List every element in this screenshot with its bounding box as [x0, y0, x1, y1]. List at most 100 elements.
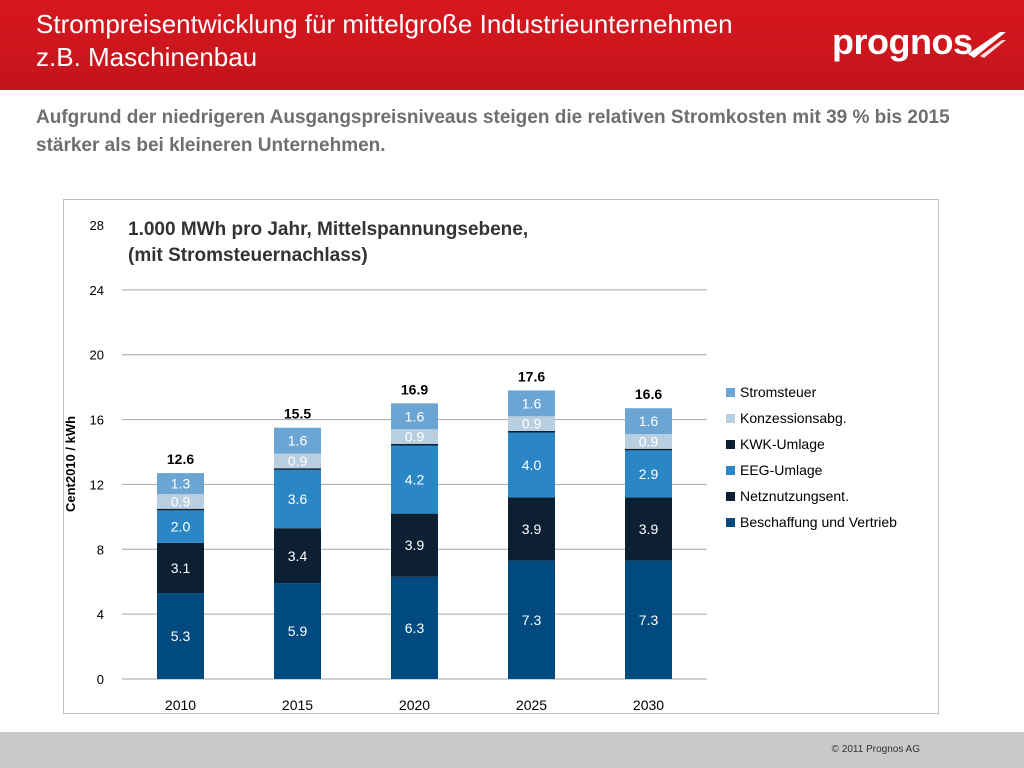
page-title: Strompreisentwicklung für mittelgroße In…: [36, 8, 733, 74]
data-label: 0.9: [522, 416, 542, 432]
y-axis-label: Cent2010 / kWh: [64, 416, 78, 512]
data-label: 4.2: [405, 472, 425, 488]
data-label: 6.3: [405, 620, 425, 636]
bar-segment: [625, 408, 672, 435]
data-label: 0.9: [171, 493, 191, 509]
bar-segment: [274, 427, 321, 454]
bar-segment: [391, 403, 438, 430]
bar-segment: [625, 450, 672, 498]
legend-entry: Beschaffung und Vertrieb: [740, 514, 897, 530]
total-label: 17.6: [518, 368, 545, 384]
legend-swatch: [726, 414, 735, 423]
data-label: 5.3: [171, 628, 191, 644]
y-tick-label: 20: [90, 348, 104, 363]
bar-segment: [274, 453, 321, 469]
x-tick-label: 2010: [165, 697, 196, 713]
prognos-logo: prognos: [832, 22, 1007, 64]
data-label: 5.9: [288, 623, 308, 639]
data-label: 2.0: [171, 519, 191, 535]
x-tick-label: 2020: [399, 697, 430, 713]
x-tick-label: 2030: [633, 697, 664, 713]
total-label: 16.6: [635, 386, 662, 402]
data-label: 3.1: [171, 560, 191, 576]
y-tick-label: 16: [90, 413, 104, 428]
bar-segment: [391, 445, 438, 514]
legend-entry: Konzessionsabg.: [740, 410, 847, 426]
bar-segment: [391, 429, 438, 444]
legend-entry: Netznutzungsent.: [740, 488, 849, 504]
data-label: 4.0: [522, 457, 542, 473]
legend-swatch: [726, 388, 735, 397]
header-bar: Strompreisentwicklung für mittelgroße In…: [0, 0, 1024, 90]
bar-segment: [391, 443, 438, 446]
bar-segment: [391, 513, 438, 577]
data-label: 1.3: [171, 476, 191, 492]
bar-segment: [274, 469, 321, 529]
y-tick-label: 4: [97, 607, 104, 622]
slide-subtitle: Aufgrund der niedrigeren Ausgangspreisni…: [36, 107, 950, 156]
total-label: 15.5: [284, 406, 311, 422]
data-label: 0.9: [639, 433, 659, 449]
bar-segment: [274, 528, 321, 584]
legend-swatch: [726, 440, 735, 449]
y-tick-label: 8: [97, 542, 104, 557]
chart-frame: 0 4 8 12 16 20 24 28 Cent2010 / kWh 1.000 MWh pro…: [63, 199, 939, 714]
total-label: 16.9: [401, 381, 428, 397]
copyright-text: © 2011 Prognos AG: [831, 744, 920, 755]
page-title-line1: Strompreisentwicklung für mittelgroße In…: [36, 9, 733, 39]
data-label: 1.6: [522, 395, 542, 411]
data-label: 7.3: [639, 612, 659, 628]
legend-swatch: [726, 492, 735, 501]
logo-text: prognos: [832, 21, 973, 62]
bar-segment: [157, 494, 204, 509]
data-label: 3.9: [405, 537, 425, 553]
bar-segment: [508, 560, 555, 679]
bar-segment: [157, 593, 204, 679]
data-label: 2.9: [639, 466, 659, 482]
bar-segment: [274, 468, 321, 470]
bar-segment: [391, 576, 438, 679]
x-tick-label: 2025: [516, 697, 547, 713]
data-label: 3.9: [522, 521, 542, 537]
chart-title-line1: 1.000 MWh pro Jahr, Mittelspannungsebene…: [128, 219, 528, 240]
legend-entry: Stromsteuer: [740, 384, 817, 400]
bar-segment: [157, 542, 204, 594]
chart-title-line2: (mit Stromsteuernachlass): [128, 245, 368, 266]
data-label: 3.9: [639, 521, 659, 537]
data-label: 1.6: [288, 433, 308, 449]
data-label: 0.9: [288, 453, 308, 469]
data-label: 1.6: [639, 413, 659, 429]
data-label: 3.6: [288, 491, 308, 507]
y-tick-label: 0: [97, 672, 104, 687]
data-label: 3.4: [288, 548, 308, 564]
bar-segment: [508, 497, 555, 561]
data-label: 7.3: [522, 612, 542, 628]
bar-segment: [157, 473, 204, 495]
bar-segment: [508, 432, 555, 498]
bar-segment: [625, 434, 672, 449]
bar-segment: [625, 448, 672, 451]
page-title-line2: z.B. Maschinenbau: [36, 42, 258, 72]
data-label: 0.9: [405, 429, 425, 445]
total-label: 12.6: [167, 451, 194, 467]
y-tick-label: 24: [90, 283, 104, 298]
bar-segment: [625, 497, 672, 561]
bar-segment: [157, 508, 204, 511]
legend-swatch: [726, 466, 735, 475]
bar-segment: [508, 416, 555, 431]
x-tick-label: 2015: [282, 697, 313, 713]
data-label: 1.6: [405, 408, 425, 424]
y-tick-label: 28: [90, 218, 104, 233]
bar-segment: [157, 510, 204, 543]
bar-segment: [625, 560, 672, 679]
bar-segment: [274, 583, 321, 679]
legend-entry: EEG-Umlage: [740, 462, 823, 478]
bar-segment: [508, 430, 555, 433]
y-tick-label: 12: [90, 477, 104, 492]
footer-bar: [0, 732, 1024, 768]
bar-segment: [508, 390, 555, 417]
logo-swoosh-icon: [968, 32, 1006, 58]
legend-swatch: [726, 518, 735, 527]
stacked-bar-chart: 0 4 8 12 16 20 24 28 Cent2010 / kWh 1.000 MWh pro…: [64, 218, 897, 713]
legend-entry: KWK-Umlage: [740, 436, 825, 452]
